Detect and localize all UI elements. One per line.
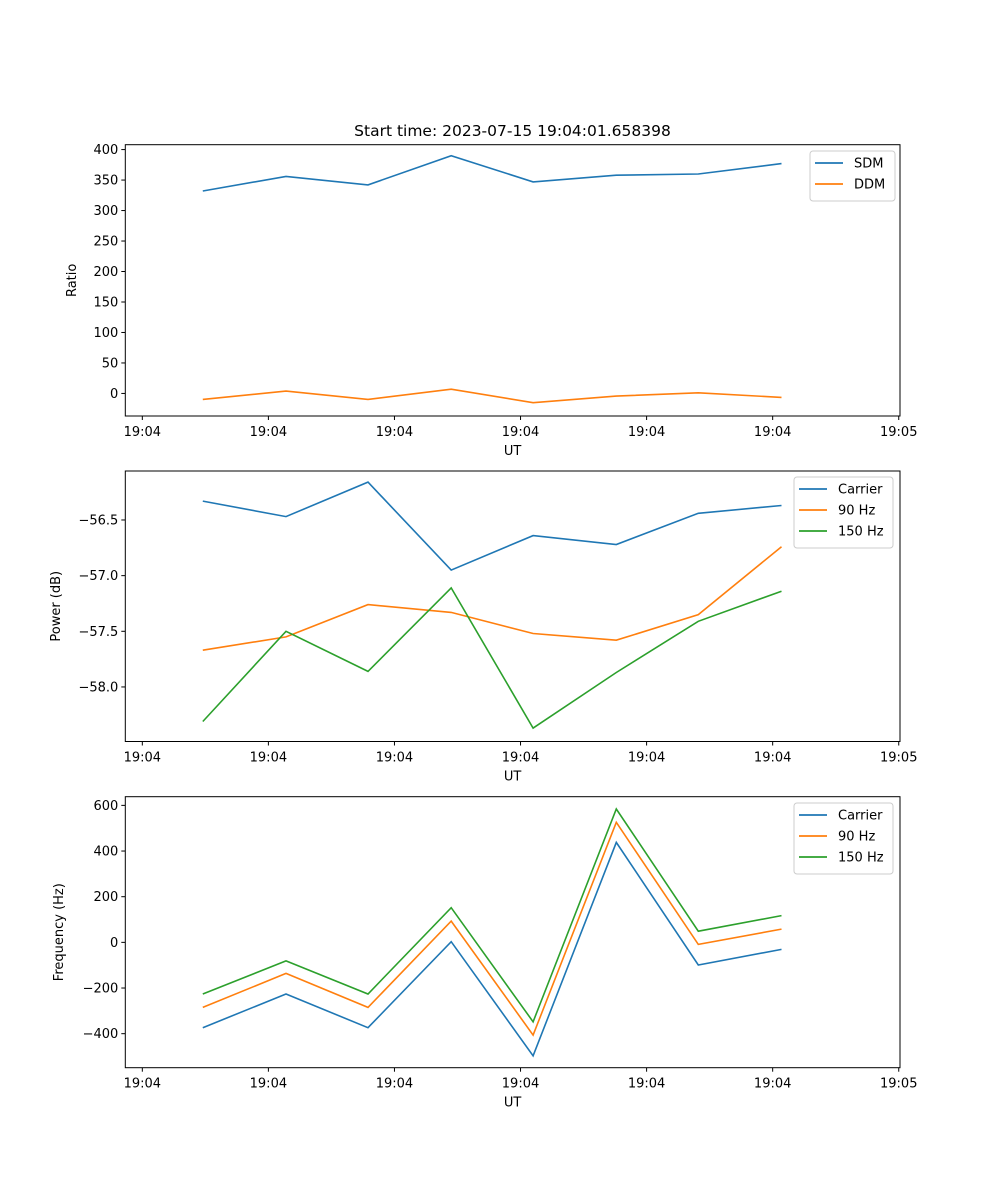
x-tick-label: 19:05 bbox=[880, 1077, 917, 1092]
x-tick-label: 19:04 bbox=[376, 1077, 413, 1092]
series-line-carrier bbox=[202, 840, 782, 1058]
legend-label: 90 Hz bbox=[838, 504, 875, 519]
x-tick-label: 19:04 bbox=[250, 425, 287, 440]
x-tick-label: 19:04 bbox=[124, 1077, 161, 1092]
y-tick-label: −57.0 bbox=[78, 569, 118, 584]
x-tick-label: 19:04 bbox=[250, 751, 287, 766]
x-tick-label: 19:04 bbox=[628, 425, 665, 440]
legend-label: Carrier bbox=[838, 483, 883, 498]
y-tick-label: −400 bbox=[83, 1027, 119, 1042]
y-tick-label: 100 bbox=[93, 326, 118, 341]
x-tick-label: 19:04 bbox=[376, 425, 413, 440]
legend-label: 150 Hz bbox=[838, 525, 884, 540]
x-tick-label: 19:04 bbox=[502, 1077, 539, 1092]
x-axis-label: UT bbox=[504, 770, 522, 785]
panel-ratio: 19:04 19:04 19:04 19:04 19:04 19:04 19:05 0 50 10… bbox=[65, 143, 917, 459]
axes-frame bbox=[124, 144, 901, 417]
y-tick-label: −58.0 bbox=[78, 680, 118, 695]
legend-label: 90 Hz bbox=[838, 830, 875, 845]
figure-title: Start time: 2023-07-15 19:04:01.658398 bbox=[354, 122, 671, 140]
y-axis-label: Power (dB) bbox=[49, 571, 64, 642]
y-tick-label: 600 bbox=[93, 799, 118, 814]
axes-frame bbox=[124, 470, 901, 742]
x-tick-label: 19:04 bbox=[124, 425, 161, 440]
panel-frequency: 19:04 19:04 19:04 19:04 19:04 19:04 19:05 −400 −… bbox=[52, 796, 917, 1111]
x-axis-label: UT bbox=[504, 1096, 522, 1111]
x-tick-label: 19:04 bbox=[754, 751, 791, 766]
legend-label: 150 Hz bbox=[838, 851, 884, 866]
x-axis-label: UT bbox=[504, 444, 522, 459]
legend-label: SDM bbox=[854, 157, 883, 172]
x-tick-label: 19:04 bbox=[250, 1077, 287, 1092]
x-tick-label: 19:04 bbox=[628, 1077, 665, 1092]
legend: Carrier 90 Hz 150 Hz bbox=[793, 476, 894, 549]
series-line-sdm bbox=[202, 154, 782, 192]
x-tick-label: 19:04 bbox=[502, 751, 539, 766]
series-line-150-hz bbox=[202, 807, 782, 1024]
axes-frame bbox=[124, 796, 901, 1069]
y-tick-label: 50 bbox=[102, 356, 119, 371]
x-tick-label: 19:04 bbox=[376, 751, 413, 766]
y-tick-label: 200 bbox=[93, 890, 118, 905]
legend-label: DDM bbox=[854, 178, 885, 193]
x-tick-label: 19:04 bbox=[124, 751, 161, 766]
y-tick-label: 350 bbox=[93, 174, 118, 189]
y-tick-label: 0 bbox=[110, 387, 118, 402]
legend: SDM DDM bbox=[809, 150, 896, 202]
y-tick-label: −200 bbox=[83, 982, 119, 997]
y-tick-label: 250 bbox=[93, 235, 118, 250]
x-tick-label: 19:04 bbox=[628, 751, 665, 766]
x-tick-label: 19:05 bbox=[880, 751, 917, 766]
series-line-90-hz bbox=[202, 546, 783, 651]
x-tick-label: 19:04 bbox=[502, 425, 539, 440]
y-axis-label: Frequency (Hz) bbox=[52, 883, 67, 981]
legend-label: Carrier bbox=[838, 809, 883, 824]
x-tick-label: 19:05 bbox=[880, 425, 917, 440]
series-line-90-hz bbox=[202, 820, 782, 1037]
y-tick-label: 400 bbox=[93, 143, 118, 158]
y-tick-label: 200 bbox=[93, 265, 118, 280]
y-axis-label: Ratio bbox=[65, 264, 80, 297]
y-tick-label: −56.5 bbox=[78, 513, 118, 528]
x-tick-label: 19:04 bbox=[754, 425, 791, 440]
series-line-ddm bbox=[202, 388, 782, 404]
x-tick-label: 19:04 bbox=[754, 1077, 791, 1092]
y-tick-label: −57.5 bbox=[78, 625, 118, 640]
panel-power: 19:04 19:04 19:04 19:04 19:04 19:04 19:05 −58.0… bbox=[49, 470, 917, 785]
legend: Carrier 90 Hz 150 Hz bbox=[793, 802, 894, 875]
y-tick-label: 400 bbox=[93, 845, 118, 860]
series-line-150-hz bbox=[202, 586, 782, 730]
y-tick-label: 150 bbox=[93, 295, 118, 310]
series-line-carrier bbox=[202, 481, 782, 572]
y-tick-label: 0 bbox=[110, 936, 118, 951]
y-tick-label: 300 bbox=[93, 204, 118, 219]
